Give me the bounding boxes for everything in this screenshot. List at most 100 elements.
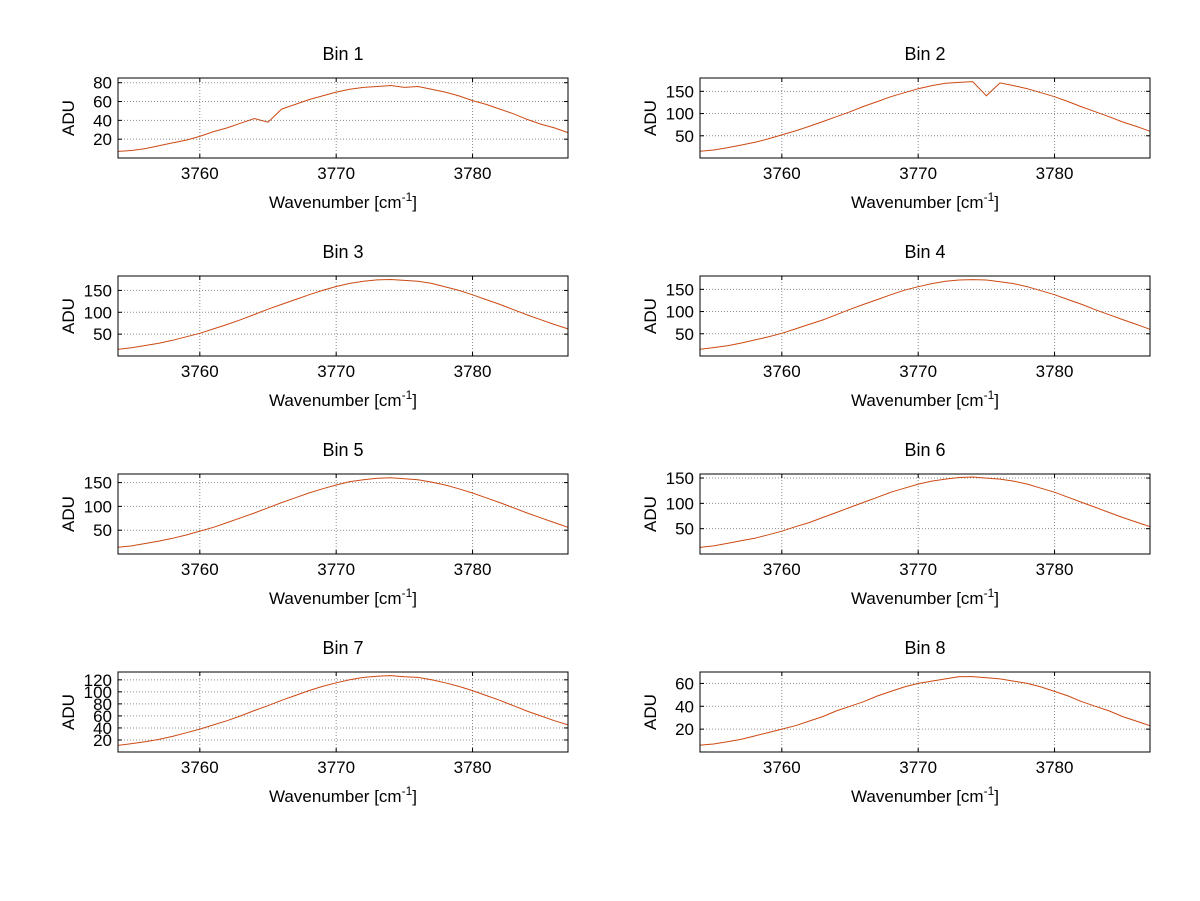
x-tick-label: 3760: [181, 560, 219, 579]
chart-bin-6: 3760 3770 3780 50 100 150 Bin 6 ADU Wavenumber […: [641, 440, 1151, 608]
chart-title: Bin 8: [904, 638, 945, 658]
x-axis-label: Wavenumber [cm-1]: [269, 586, 417, 608]
y-tick-label: 100: [84, 497, 112, 516]
spectrum-line: [117, 477, 569, 548]
x-axis-label: Wavenumber [cm-1]: [851, 784, 999, 806]
y-tick-label: 50: [93, 325, 112, 344]
x-axis-label-base: Wavenumber [cm: [269, 787, 402, 806]
y-tick-label: 120: [84, 671, 112, 690]
x-axis-label-close: ]: [994, 391, 999, 410]
x-tick-label: 3780: [1036, 164, 1074, 183]
chart-cell-bin-5: 3760 3770 3780 50 100 150 Bin 5 ADU Wavenumber […: [18, 426, 588, 623]
y-tick-label: 100: [666, 494, 694, 513]
chart-cell-bin-1: 3760 3770 3780 20 40 60 80 Bin 1 ADU Wavenumber […: [18, 30, 588, 227]
plot-box: [699, 473, 1151, 555]
x-axis-label: Wavenumber [cm-1]: [851, 388, 999, 410]
x-axis-label-sup: -1: [984, 190, 995, 204]
x-tick-label: 3770: [317, 362, 355, 381]
y-tick-label: 100: [84, 683, 112, 702]
plot-box: [699, 671, 1151, 753]
x-axis-label-base: Wavenumber [cm: [269, 589, 402, 608]
y-tick-label: 150: [666, 469, 694, 488]
x-axis-label-close: ]: [994, 193, 999, 212]
x-tick-label: 3760: [181, 164, 219, 183]
x-axis-label-base: Wavenumber [cm: [851, 589, 984, 608]
x-tick-label: 3770: [899, 164, 937, 183]
x-tick-label: 3770: [899, 758, 937, 777]
y-tick-label: 100: [666, 105, 694, 124]
charts-grid: 3760 3770 3780 20 40 60 80 Bin 1 ADU Wavenumber […: [18, 30, 1182, 822]
x-axis-label: Wavenumber [cm-1]: [269, 388, 417, 410]
spectrum-line: [699, 676, 1151, 746]
spectrum-line: [699, 279, 1151, 350]
x-tick-label: 3780: [454, 560, 492, 579]
y-tick-label: 20: [675, 720, 694, 739]
chart-bin-5: 3760 3770 3780 50 100 150 Bin 5 ADU Wavenumber […: [59, 440, 569, 608]
chart-title: Bin 3: [322, 242, 363, 262]
x-tick-label: 3770: [899, 362, 937, 381]
y-tick-label: 60: [93, 707, 112, 726]
x-tick-label: 3770: [317, 164, 355, 183]
x-axis-label-close: ]: [994, 589, 999, 608]
spectrum-line: [699, 81, 1151, 152]
x-tick-label: 3780: [1036, 362, 1074, 381]
x-tick-label: 3780: [1036, 560, 1074, 579]
y-axis-label: ADU: [59, 100, 78, 136]
chart-title: Bin 7: [322, 638, 363, 658]
x-axis-label-close: ]: [412, 193, 417, 212]
x-axis-label-base: Wavenumber [cm: [269, 391, 402, 410]
spectrum-line: [699, 476, 1151, 548]
spectrum-line: [117, 675, 569, 746]
y-tick-label: 60: [675, 674, 694, 693]
chart-cell-bin-2: 3760 3770 3780 50 100 150 Bin 2 ADU Wavenumber […: [600, 30, 1170, 227]
x-tick-label: 3760: [181, 362, 219, 381]
plot-box: [699, 275, 1151, 357]
y-tick-label: 150: [84, 281, 112, 300]
chart-title: Bin 4: [904, 242, 945, 262]
plot-box: [117, 77, 569, 159]
y-tick-label: 100: [84, 303, 112, 322]
x-axis-label-base: Wavenumber [cm: [269, 193, 402, 212]
x-axis-label-base: Wavenumber [cm: [851, 787, 984, 806]
y-axis-label: ADU: [641, 496, 660, 532]
chart-cell-bin-3: 3760 3770 3780 50 100 150 Bin 3 ADU Wavenumber […: [18, 228, 588, 425]
y-tick-label: 100: [666, 303, 694, 322]
y-tick-label: 40: [93, 719, 112, 738]
y-tick-label: 150: [666, 280, 694, 299]
y-axis-label: ADU: [641, 100, 660, 136]
y-tick-label: 150: [84, 474, 112, 493]
x-axis-label-sup: -1: [984, 586, 995, 600]
x-axis-label-close: ]: [412, 391, 417, 410]
y-axis-label: ADU: [641, 694, 660, 730]
y-tick-label: 20: [93, 731, 112, 750]
x-axis-label: Wavenumber [cm-1]: [851, 190, 999, 212]
chart-bin-8: 3760 3770 3780 20 40 60 Bin 8 ADU Wavenumber [cm…: [641, 638, 1151, 806]
x-axis-label-sup: -1: [402, 784, 413, 798]
x-tick-label: 3770: [317, 560, 355, 579]
chart-bin-2: 3760 3770 3780 50 100 150 Bin 2 ADU Wavenumber […: [641, 44, 1151, 212]
spectrum-line: [117, 84, 569, 152]
plot-box: [117, 671, 569, 753]
chart-bin-4: 3760 3770 3780 50 100 150 Bin 4 ADU Wavenumber […: [641, 242, 1151, 410]
y-tick-label: 50: [675, 520, 694, 539]
y-tick-label: 60: [93, 93, 112, 112]
y-axis-label: ADU: [59, 694, 78, 730]
x-axis-label: Wavenumber [cm-1]: [851, 586, 999, 608]
x-tick-label: 3780: [454, 758, 492, 777]
x-axis-label-sup: -1: [984, 388, 995, 402]
y-axis-label: ADU: [641, 298, 660, 334]
x-axis-label-base: Wavenumber [cm: [851, 391, 984, 410]
y-tick-label: 40: [93, 111, 112, 130]
x-tick-label: 3770: [317, 758, 355, 777]
chart-cell-bin-8: 3760 3770 3780 20 40 60 Bin 8 ADU Wavenumber [cm…: [600, 624, 1170, 821]
x-axis-label: Wavenumber [cm-1]: [269, 784, 417, 806]
x-axis-label-sup: -1: [402, 388, 413, 402]
x-axis-label-close: ]: [412, 787, 417, 806]
y-tick-label: 150: [666, 82, 694, 101]
plot-box: [699, 77, 1151, 159]
x-axis-label: Wavenumber [cm-1]: [269, 190, 417, 212]
x-axis-label-sup: -1: [402, 586, 413, 600]
y-tick-label: 50: [675, 325, 694, 344]
